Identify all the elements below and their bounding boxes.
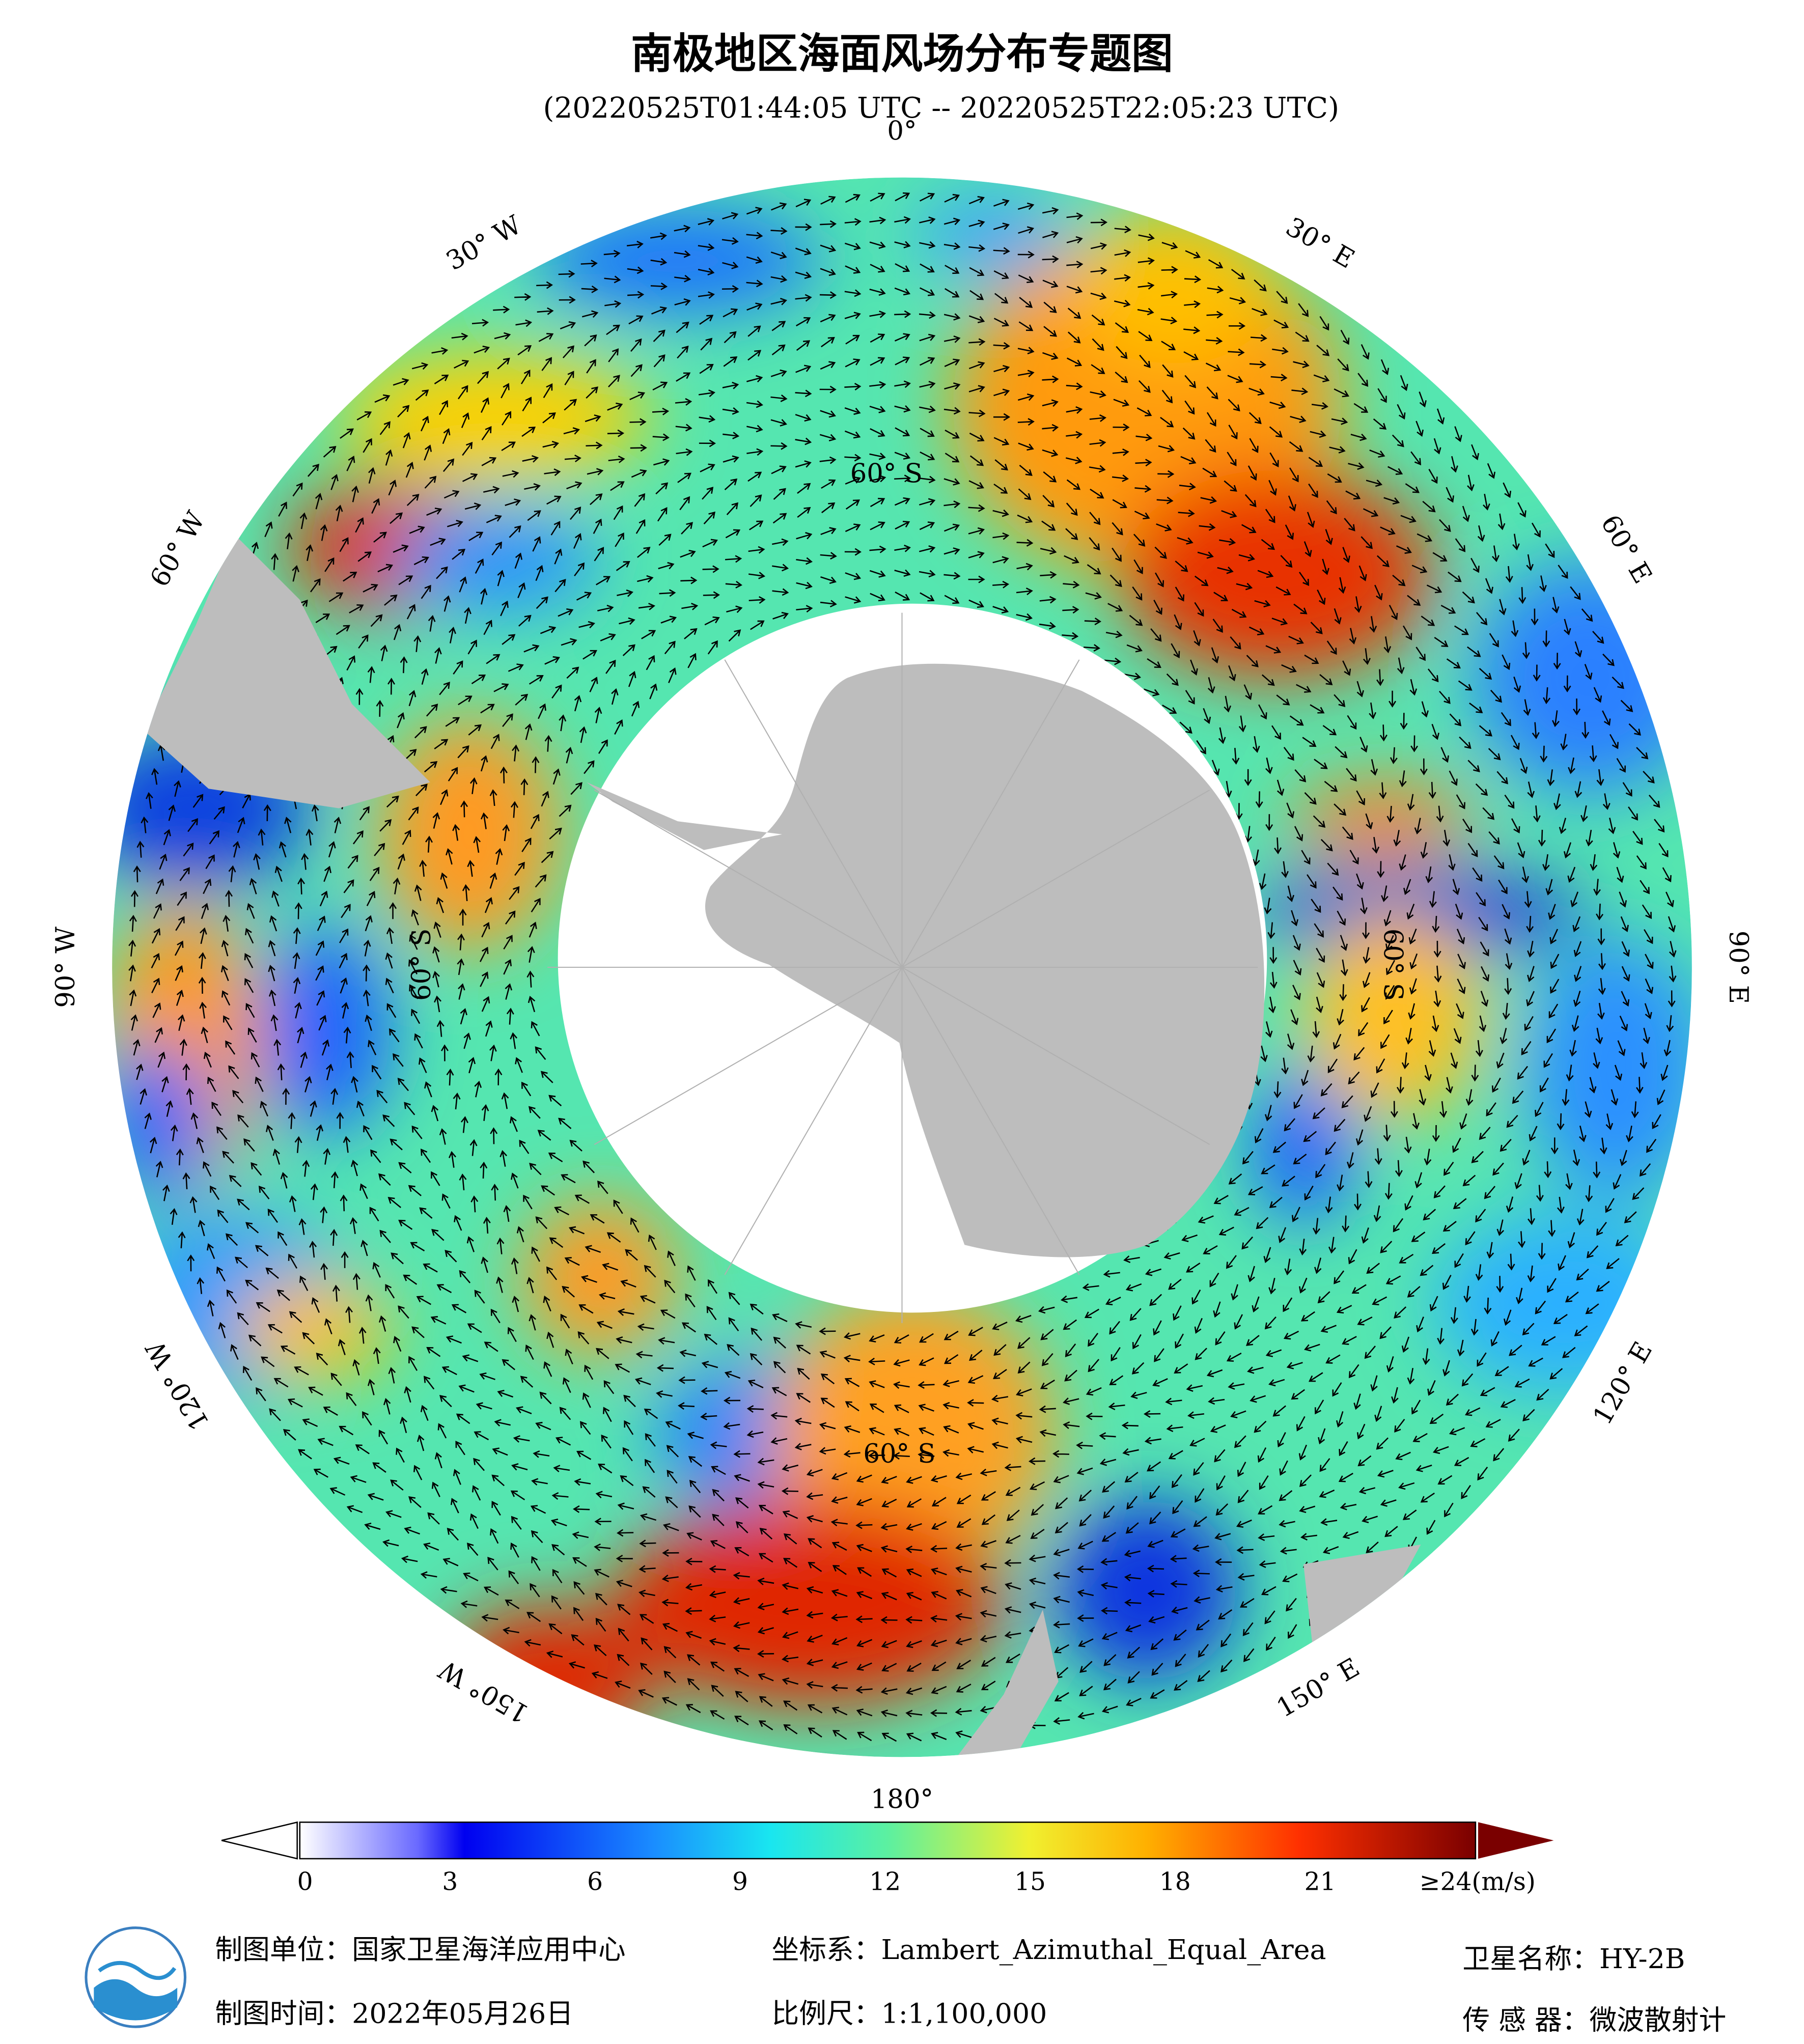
latitude-label: 60° S bbox=[863, 1439, 935, 1469]
colorbar-ramp bbox=[299, 1822, 1477, 1860]
colorbar-tick-label: 18 bbox=[1159, 1867, 1191, 1896]
wind-arrow-ring bbox=[408, 474, 1396, 1460]
satellite: 卫星名称：HY-2B bbox=[1462, 1943, 1685, 1975]
wind-arrow-ring bbox=[174, 241, 1630, 1695]
wind-arrow-ring bbox=[339, 405, 1466, 1531]
antarctica bbox=[586, 663, 1265, 1257]
wind-arrow-ring bbox=[220, 287, 1582, 1648]
colorbar-tick-label: 3 bbox=[442, 1867, 458, 1896]
sensor: 传 感 器：微波散射计 bbox=[1462, 2004, 1726, 2036]
wind-arrow-ring bbox=[128, 192, 1677, 1742]
time-range: (20220525T01:44:05 UTC -- 20220525T22:05… bbox=[543, 92, 1340, 125]
colorbar-tick-label: ≥24(m/s) bbox=[1420, 1867, 1536, 1896]
wind-arrow-ring bbox=[268, 333, 1535, 1601]
colorbar: 0 3 6 9 12 15 18 21 ≥24(m/s) bbox=[221, 1821, 1554, 1896]
title: 南极地区海面风场分布专题图 bbox=[631, 30, 1173, 78]
latitude-label: 60° S bbox=[850, 459, 923, 489]
colorbar-tick-label: 9 bbox=[732, 1867, 748, 1896]
colorbar-tick-label: 6 bbox=[587, 1867, 603, 1896]
longitude-label: 90° W bbox=[50, 927, 81, 1008]
colorbar-tick-label: 12 bbox=[869, 1867, 901, 1896]
longitude-label: 0° bbox=[887, 116, 917, 147]
scale: 比例尺：1:1,100,000 bbox=[772, 1998, 1047, 2030]
wind-arrow-ring bbox=[479, 544, 1325, 1389]
colorbar-tick-label: 21 bbox=[1305, 1867, 1336, 1896]
wind-arrow-ring bbox=[363, 427, 1442, 1508]
colorbar-over bbox=[1478, 1822, 1554, 1859]
wind-arrow-ring bbox=[432, 497, 1371, 1437]
wind-arrow-ring bbox=[198, 263, 1606, 1672]
colorbar-tick-label: 15 bbox=[1014, 1867, 1046, 1896]
logo bbox=[85, 1926, 187, 2028]
wind-arrow-ring bbox=[244, 310, 1560, 1624]
longitude-label: 90° E bbox=[1723, 931, 1754, 1004]
wind-arrow-ring bbox=[503, 569, 1302, 1367]
latitude-label: 60° S bbox=[1378, 929, 1408, 1001]
wind-arrow-ring bbox=[151, 216, 1654, 1718]
wind-arrow-ring bbox=[385, 451, 1418, 1484]
map-date: 制图时间：2022年05月26日 bbox=[215, 1998, 573, 2030]
wind-arrows bbox=[128, 192, 1677, 1742]
projection: 坐标系：Lambert_Azimuthal_Equal_Area bbox=[772, 1934, 1326, 1966]
producer: 制图单位：国家卫星海洋应用中心 bbox=[215, 1934, 625, 1966]
graticule bbox=[547, 612, 1258, 1323]
colorbar-under bbox=[221, 1821, 298, 1860]
longitude-label: 180° bbox=[871, 1784, 933, 1814]
wind-arrow-ring bbox=[457, 520, 1348, 1413]
land-south-america bbox=[143, 535, 430, 808]
colorbar-tick-label: 0 bbox=[297, 1867, 313, 1896]
wind-arrow-ring bbox=[292, 356, 1513, 1578]
latitude-label: 60° S bbox=[406, 929, 437, 1001]
wind-arrow-ring bbox=[315, 380, 1490, 1553]
